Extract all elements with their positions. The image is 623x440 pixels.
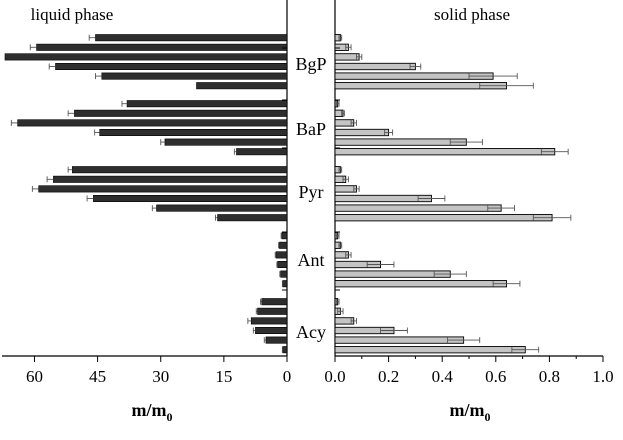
liquid-bar bbox=[156, 204, 288, 212]
liquid-bar bbox=[217, 214, 288, 222]
liquid-bar bbox=[261, 298, 288, 306]
liquid-bar bbox=[277, 260, 288, 268]
liquid-bar bbox=[250, 317, 288, 325]
liquid-bar bbox=[126, 100, 288, 108]
solid-bar bbox=[334, 214, 553, 222]
solid-x-axis-title-main: m/m bbox=[450, 400, 485, 420]
category-label-acy: Acy bbox=[296, 322, 326, 342]
solid-phase-title: solid phase bbox=[434, 5, 510, 24]
liquid-bar bbox=[53, 175, 288, 183]
liquid-bar bbox=[281, 232, 288, 240]
category-label-pyr: Pyr bbox=[298, 182, 323, 202]
solid-bar bbox=[334, 336, 465, 344]
liquid-bar bbox=[17, 119, 288, 127]
liquid-phase-title: liquid phase bbox=[31, 5, 114, 24]
solid-bar bbox=[334, 270, 451, 278]
liquid-bar bbox=[257, 307, 288, 315]
solid-phase-axes bbox=[334, 0, 603, 357]
solid-bar bbox=[334, 62, 416, 71]
liquid-bar bbox=[101, 72, 288, 80]
liquid-bar bbox=[265, 336, 288, 344]
solid-x-tick-label: 0.4 bbox=[432, 367, 454, 386]
category-label-bgp: BgP bbox=[295, 54, 326, 74]
liquid-bar bbox=[236, 148, 288, 156]
solid-bar bbox=[334, 280, 507, 288]
solid-bar bbox=[334, 185, 357, 193]
liquid-bar bbox=[38, 185, 288, 193]
liquid-x-axis-title-sub: 0 bbox=[167, 410, 173, 424]
liquid-bar bbox=[196, 82, 288, 90]
solid-x-axis-title: m/m0 bbox=[450, 400, 491, 424]
solid-x-tick-label: 0.8 bbox=[539, 367, 560, 386]
liquid-bar bbox=[282, 280, 288, 288]
liquid-bar bbox=[36, 43, 288, 51]
liquid-x-tick-label: 60 bbox=[26, 367, 43, 386]
solid-x-tick-label: 1.0 bbox=[592, 367, 613, 386]
liquid-bar bbox=[93, 195, 288, 203]
category-label-bap: BaP bbox=[296, 119, 326, 139]
solid-bar bbox=[334, 53, 360, 61]
liquid-x-tick-label: 15 bbox=[215, 367, 232, 386]
solid-bar bbox=[334, 204, 502, 212]
liquid-bar bbox=[279, 241, 288, 249]
liquid-x-axis-title-main: m/m bbox=[132, 400, 167, 420]
liquid-bar bbox=[4, 53, 288, 61]
liquid-bar bbox=[164, 138, 288, 146]
liquid-x-axis-title: m/m0 bbox=[132, 400, 173, 424]
liquid-bar bbox=[72, 166, 288, 174]
liquid-bar bbox=[280, 270, 288, 278]
liquid-bar bbox=[74, 109, 288, 117]
solid-x-tick-label: 0.2 bbox=[378, 367, 399, 386]
liquid-x-tick-label: 0 bbox=[283, 367, 292, 386]
liquid-bar bbox=[282, 346, 288, 354]
solid-x-axis-title-sub: 0 bbox=[485, 410, 491, 424]
solid-bar bbox=[334, 148, 556, 156]
solid-bar bbox=[334, 128, 390, 137]
liquid-bar bbox=[99, 129, 288, 137]
liquid-bar bbox=[275, 251, 288, 259]
solid-bar bbox=[334, 194, 432, 203]
solid-x-tick-label: 0.6 bbox=[485, 367, 506, 386]
category-label-ant: Ant bbox=[298, 250, 325, 270]
liquid-bar bbox=[95, 34, 288, 42]
solid-bar bbox=[334, 138, 467, 146]
liquid-bar bbox=[55, 62, 288, 70]
solid-bar bbox=[334, 346, 526, 354]
liquid-x-tick-label: 45 bbox=[89, 367, 106, 386]
liquid-x-tick-label: 30 bbox=[152, 367, 169, 386]
liquid-bar bbox=[255, 326, 288, 334]
solid-x-tick-label: 0.0 bbox=[324, 367, 345, 386]
